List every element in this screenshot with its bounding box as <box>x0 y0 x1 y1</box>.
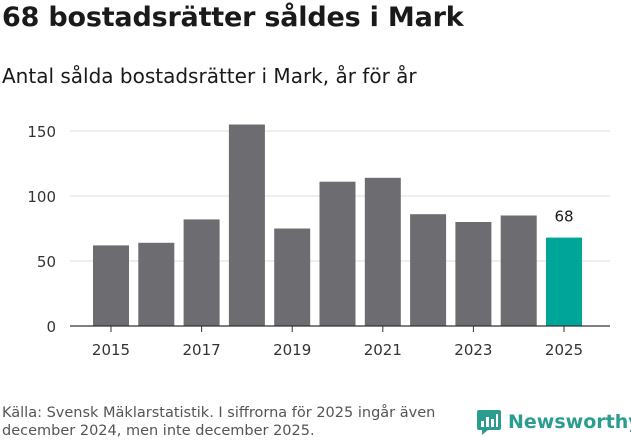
y-tick-label: 0 <box>46 318 56 336</box>
x-tick-label: 2015 <box>92 341 130 359</box>
newsworthy-logo-text: Newsworthy <box>508 411 631 433</box>
bar-2020 <box>319 181 356 326</box>
chart-title: 68 bostadsrätter såldes i Mark <box>2 2 464 33</box>
y-tick-label: 50 <box>37 253 56 271</box>
x-tick-label: 2019 <box>273 341 311 359</box>
axes: 0 50 100 150 2015 2017 2019 2021 2023 2025 <box>27 123 610 359</box>
bar-data-label: 68 <box>554 208 573 226</box>
bars: 68 <box>93 124 582 326</box>
bar-chart: 68 0 50 100 150 2015 2017 2019 2021 2023 2025 <box>27 123 610 359</box>
bar-2016 <box>138 242 175 326</box>
x-tick-label: 2023 <box>454 341 492 359</box>
x-tick-label: 2021 <box>364 341 402 359</box>
bar-2025 <box>546 237 582 326</box>
bar-2015 <box>93 245 129 326</box>
newsworthy-logo-icon <box>477 410 501 435</box>
x-tick-label: 2017 <box>183 341 221 359</box>
chart-subtitle: Antal sålda bostadsrätter i Mark, år för… <box>2 64 417 88</box>
x-tick-label: 2025 <box>545 341 583 359</box>
y-tick-label: 150 <box>27 123 56 141</box>
bar-2018 <box>228 124 265 326</box>
newsworthy-logo[interactable]: Newsworthy <box>476 408 631 436</box>
bar-2023 <box>455 222 492 326</box>
y-tick-label: 100 <box>27 188 56 206</box>
bar-2019 <box>274 228 311 326</box>
bar-2024 <box>500 215 537 326</box>
bar-2017 <box>183 219 220 326</box>
source-note: Källa: Svensk Mäklarstatistik. I siffror… <box>2 405 436 439</box>
bar-2022 <box>410 214 447 326</box>
bar-2021 <box>364 177 401 326</box>
